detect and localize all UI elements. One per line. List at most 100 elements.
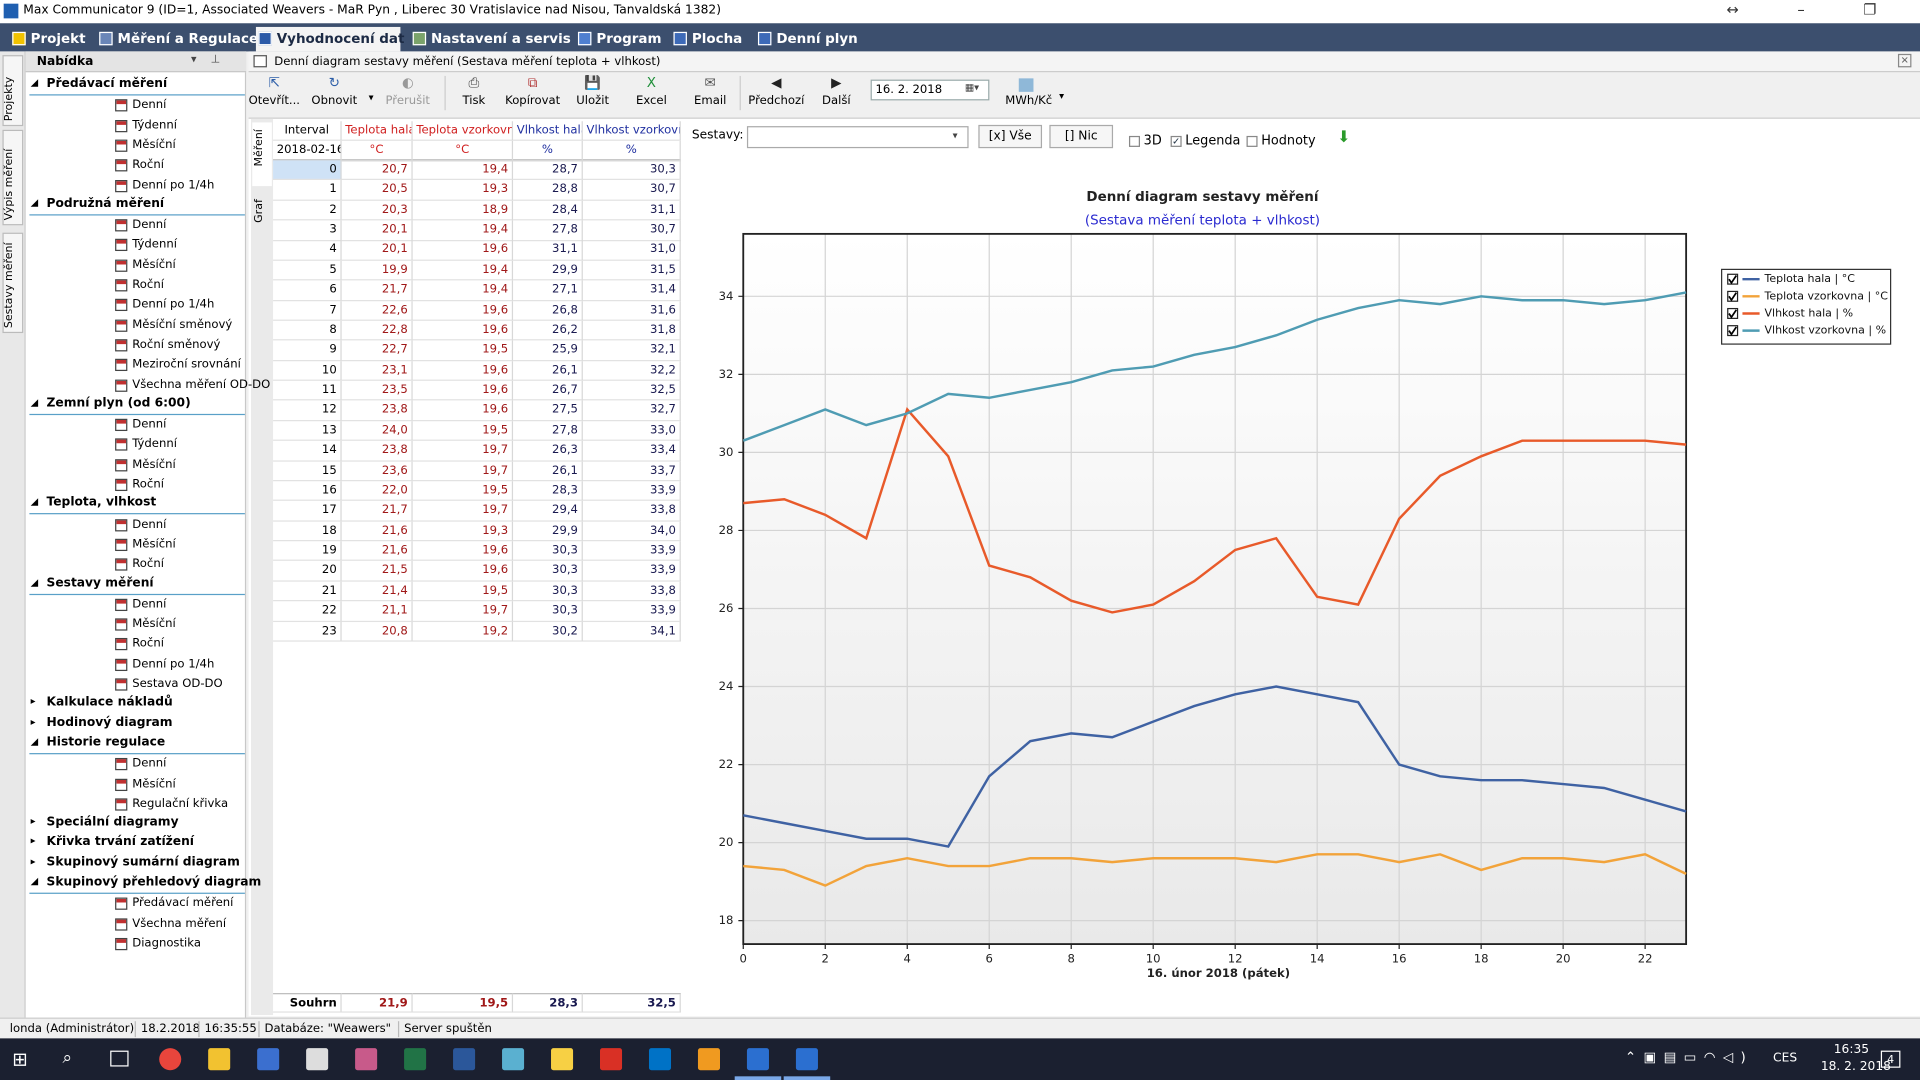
tree-item[interactable]: Denní po 1/4h	[132, 297, 215, 312]
view-tab[interactable]	[252, 122, 272, 187]
tree-toggle[interactable]: ▸	[30, 695, 36, 707]
toolbar-dropdown[interactable]: ▾	[368, 91, 374, 103]
tree-toggle[interactable]: ◢	[30, 77, 39, 89]
menu-label[interactable]: Projekt	[30, 30, 86, 47]
taskbar-app[interactable]	[453, 1048, 476, 1071]
option-label[interactable]: Hodnoty	[1261, 133, 1316, 149]
tray-language[interactable]: CES	[1773, 1051, 1798, 1066]
tree-item[interactable]: Denní	[132, 597, 167, 611]
tree-item[interactable]: Roční	[132, 557, 164, 571]
tree-item[interactable]: Měsíční	[132, 257, 176, 272]
toolbar-button[interactable]: Předchozí	[748, 94, 805, 108]
tray-time[interactable]: 16:35	[1833, 1043, 1870, 1057]
legend-checkbox[interactable]	[1727, 325, 1739, 337]
taskbar-app[interactable]	[208, 1048, 231, 1071]
date-field[interactable]	[870, 79, 990, 101]
toolbar-button[interactable]: Kopírovat	[505, 94, 561, 108]
option-label[interactable]: 3D	[1143, 133, 1162, 149]
side-tab[interactable]	[2, 55, 24, 127]
toolbar-icon[interactable]: 💾	[584, 74, 602, 91]
side-tab[interactable]	[2, 129, 24, 226]
tree-item[interactable]: Roční	[132, 158, 164, 172]
tree-toggle[interactable]: ◢	[30, 875, 39, 887]
toolbar-icon[interactable]: ⇱	[268, 74, 280, 91]
legend-checkbox[interactable]	[1727, 307, 1739, 319]
tree-toggle[interactable]: ◢	[30, 396, 39, 408]
tree-item[interactable]: Denní po 1/4h	[132, 178, 215, 192]
tree-group[interactable]: Kalkulace nákladů	[46, 695, 173, 710]
tree-toggle[interactable]: ◢	[30, 735, 39, 747]
taskbar-app[interactable]	[404, 1048, 427, 1071]
toolbar-icon[interactable]: ▶	[831, 74, 842, 91]
toolbar-icon[interactable]: X	[646, 74, 657, 91]
toolbar-button[interactable]: Další	[822, 94, 851, 108]
tree-item[interactable]: Měsíční	[132, 457, 176, 472]
taskbar-app[interactable]	[648, 1048, 672, 1071]
menu-label[interactable]: Měření a Regulace	[117, 30, 259, 47]
menu-label[interactable]: Nastavení a servis	[431, 30, 571, 47]
window-controls[interactable]: ↔ – ❐ ✕	[1726, 1, 1920, 19]
tree-item[interactable]: Denní	[132, 98, 167, 112]
date-picker[interactable]: ▦▾	[964, 82, 980, 94]
tree-item[interactable]: Předávací měření	[132, 896, 234, 911]
toolbar-icon[interactable]: ◐	[401, 74, 414, 91]
taskbar-app[interactable]	[306, 1048, 329, 1071]
tree-group[interactable]: Sestavy měření	[46, 576, 154, 590]
menu-label[interactable]: Program	[596, 30, 662, 47]
tree-item[interactable]: Sestava OD-DO	[132, 677, 223, 691]
tree-item[interactable]: Regulační křivka	[132, 796, 229, 811]
sidebar-pin[interactable]: ▾ ⊥	[191, 53, 221, 67]
tree-item[interactable]: Denní	[132, 218, 167, 232]
tree-group[interactable]: Hodinový diagram	[46, 715, 173, 730]
toolbar-icon[interactable]: ⎙	[468, 74, 480, 91]
tree-toggle[interactable]: ▸	[30, 715, 36, 727]
tree-item[interactable]: Měsíční	[132, 138, 176, 152]
tree-group[interactable]: Podružná měření	[46, 196, 165, 211]
tree-group[interactable]: Teplota, vlhkost	[46, 496, 157, 510]
tree-item[interactable]: Diagnostika	[132, 936, 201, 951]
unit-button[interactable]: MWh/Kč	[1005, 94, 1053, 108]
tree-item[interactable]: Týdenní	[132, 118, 177, 132]
toolbar-button[interactable]: Přerušit	[385, 94, 431, 108]
side-tab-label[interactable]: Projekty	[3, 76, 16, 122]
tree-group[interactable]: Skupinový sumární diagram	[46, 855, 240, 870]
taskbar-app[interactable]	[502, 1048, 525, 1071]
tree-item[interactable]: Měsíční	[132, 537, 176, 551]
tree-toggle[interactable]: ◢	[30, 496, 39, 508]
task-view[interactable]	[110, 1050, 129, 1067]
tree-item[interactable]: Měsíční směnový	[132, 317, 233, 332]
menu-label[interactable]: Plocha	[691, 30, 743, 47]
view-tab-label[interactable]: Graf	[253, 199, 266, 223]
toolbar-icon[interactable]: ◀	[771, 74, 782, 91]
tree-item[interactable]: Meziroční srovnání	[132, 357, 241, 372]
option-label[interactable]: Legenda	[1185, 133, 1241, 149]
tree-toggle[interactable]: ◢	[30, 576, 39, 588]
tray-date[interactable]: 18. 2. 2018	[1820, 1060, 1891, 1074]
unit-dropdown[interactable]: ▾	[1059, 90, 1065, 102]
tree-item[interactable]: Všechna měření	[132, 916, 227, 931]
tree-toggle[interactable]: ▸	[30, 835, 36, 847]
tree-group[interactable]: Předávací měření	[46, 77, 168, 91]
tree-item[interactable]: Denní	[132, 756, 167, 771]
tree-item[interactable]: Denní	[132, 517, 167, 531]
export-arrow[interactable]: ⬇	[1337, 128, 1351, 147]
taskbar-app[interactable]	[697, 1048, 720, 1071]
taskbar-app[interactable]	[600, 1048, 623, 1071]
sets-dropdown-arrow[interactable]: ▾	[952, 129, 958, 141]
side-tab-label[interactable]: Sestavy měření	[3, 242, 16, 329]
taskbar-app[interactable]	[159, 1048, 182, 1071]
tree-item[interactable]: Měsíční	[132, 617, 176, 631]
legend-checkbox[interactable]	[1727, 273, 1739, 285]
doc-close[interactable]: ✕	[1897, 53, 1912, 68]
tree-item[interactable]: Měsíční	[132, 776, 176, 791]
menu-label[interactable]: Denní plyn	[776, 30, 858, 47]
toolbar-button[interactable]: Otevřít...	[248, 94, 300, 108]
start-button[interactable]: ⊞	[12, 1048, 28, 1071]
toolbar-button[interactable]: Uložit	[576, 94, 610, 108]
tree-item[interactable]: Denní po 1/4h	[132, 657, 215, 671]
toolbar-button[interactable]: Email	[694, 94, 727, 108]
taskbar-app[interactable]	[257, 1048, 280, 1071]
tree-toggle[interactable]: ▸	[30, 815, 36, 827]
menu-tab[interactable]	[255, 26, 401, 52]
tree-item[interactable]: Všechna měření OD-DO	[132, 377, 271, 392]
